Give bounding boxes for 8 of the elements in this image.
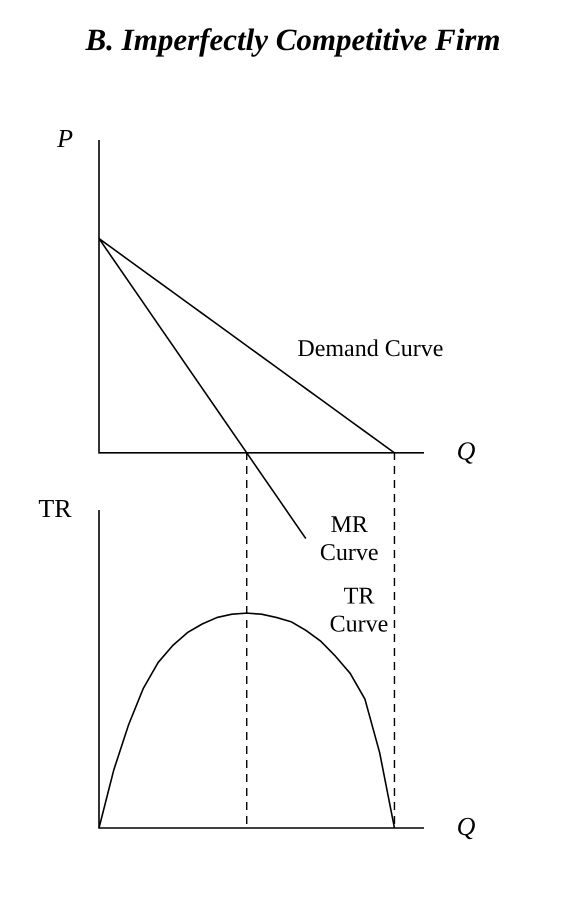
chart-title: B. Imperfectly Competitive Firm (84, 22, 502, 58)
annotation: MR Curve (320, 512, 379, 566)
annotation: Demand Curve (297, 336, 444, 362)
x-axis-title: Q (456, 436, 476, 466)
y-axis-title: P (56, 124, 74, 153)
x-axis-title: Q (456, 812, 476, 841)
y-axis-title: TR (38, 494, 72, 523)
annotation: TR Curve (330, 583, 388, 638)
